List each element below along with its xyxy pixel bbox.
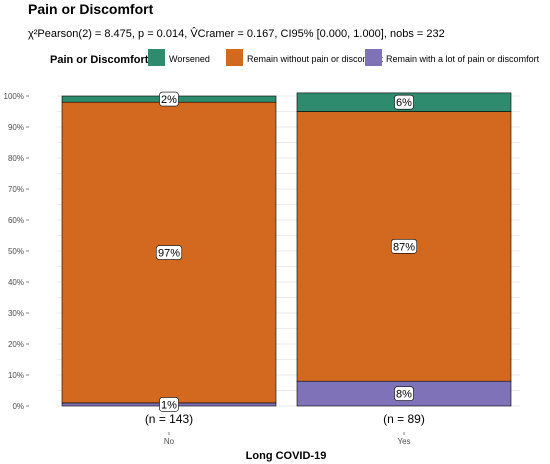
data-label-box bbox=[394, 386, 414, 401]
data-label-group: 97% bbox=[155, 245, 183, 260]
data-label-group: 1% bbox=[159, 397, 179, 412]
y-tick-label: 60% bbox=[8, 216, 24, 225]
x-axis-title: Long COVID-19 bbox=[246, 450, 327, 462]
y-tick-label: 90% bbox=[8, 123, 24, 132]
y-tick-label: 70% bbox=[8, 185, 24, 194]
data-label: 97% bbox=[158, 248, 180, 260]
data-label-box bbox=[394, 94, 414, 110]
y-tick-label: 0% bbox=[12, 402, 24, 411]
legend-swatch bbox=[365, 49, 382, 66]
data-label-group: 6% bbox=[394, 94, 414, 110]
data-label: 87% bbox=[393, 241, 415, 253]
data-label-group: 2% bbox=[159, 91, 179, 107]
legend-label: Worsened bbox=[169, 54, 210, 64]
count-label: (n = 89) bbox=[383, 412, 425, 426]
legend-swatch bbox=[148, 49, 165, 66]
count-label: (n = 143) bbox=[145, 412, 193, 426]
data-label-group: 8% bbox=[394, 386, 414, 401]
chart-subtitle: χ²Pearson(2) = 8.475, p = 0.014, V̂Crame… bbox=[28, 26, 445, 40]
legend-title: Pain or Discomfort bbox=[50, 54, 149, 66]
legend-label: Remain without pain or discomfort bbox=[247, 54, 384, 64]
chart-title: Pain or Discomfort bbox=[28, 1, 154, 17]
x-tick-label: Yes bbox=[397, 437, 410, 446]
data-label-box bbox=[159, 397, 179, 412]
x-axis: (n = 143) No (n = 89) Yes bbox=[145, 412, 425, 446]
y-axis-ticks: 0% 10% 20% 30% 40% 50% 60% 70% 80% 90% 100% bbox=[4, 92, 29, 411]
data-label: 6% bbox=[396, 97, 412, 109]
legend: Pain or Discomfort Worsened Remain withou… bbox=[50, 49, 540, 66]
data-label: 2% bbox=[161, 94, 177, 106]
y-tick-label: 100% bbox=[4, 92, 24, 101]
y-tick-label: 30% bbox=[8, 309, 24, 318]
y-tick-label: 20% bbox=[8, 340, 24, 349]
data-labels: 1% 97% 2% 8% 87% 6% bbox=[155, 91, 418, 412]
x-tick-label: No bbox=[164, 437, 175, 446]
legend-label: Remain with a lot of pain or discomfort bbox=[386, 54, 540, 64]
data-label-box bbox=[155, 245, 183, 260]
data-label-group: 87% bbox=[390, 239, 418, 254]
data-label: 1% bbox=[161, 399, 177, 411]
data-label-box bbox=[390, 239, 418, 254]
y-tick-label: 50% bbox=[8, 247, 24, 256]
y-tick-label: 80% bbox=[8, 154, 24, 163]
legend-swatch bbox=[226, 49, 243, 66]
data-label-box bbox=[159, 91, 179, 107]
y-tick-label: 10% bbox=[8, 371, 24, 380]
data-label: 8% bbox=[396, 389, 412, 401]
y-tick-label: 40% bbox=[8, 278, 24, 287]
